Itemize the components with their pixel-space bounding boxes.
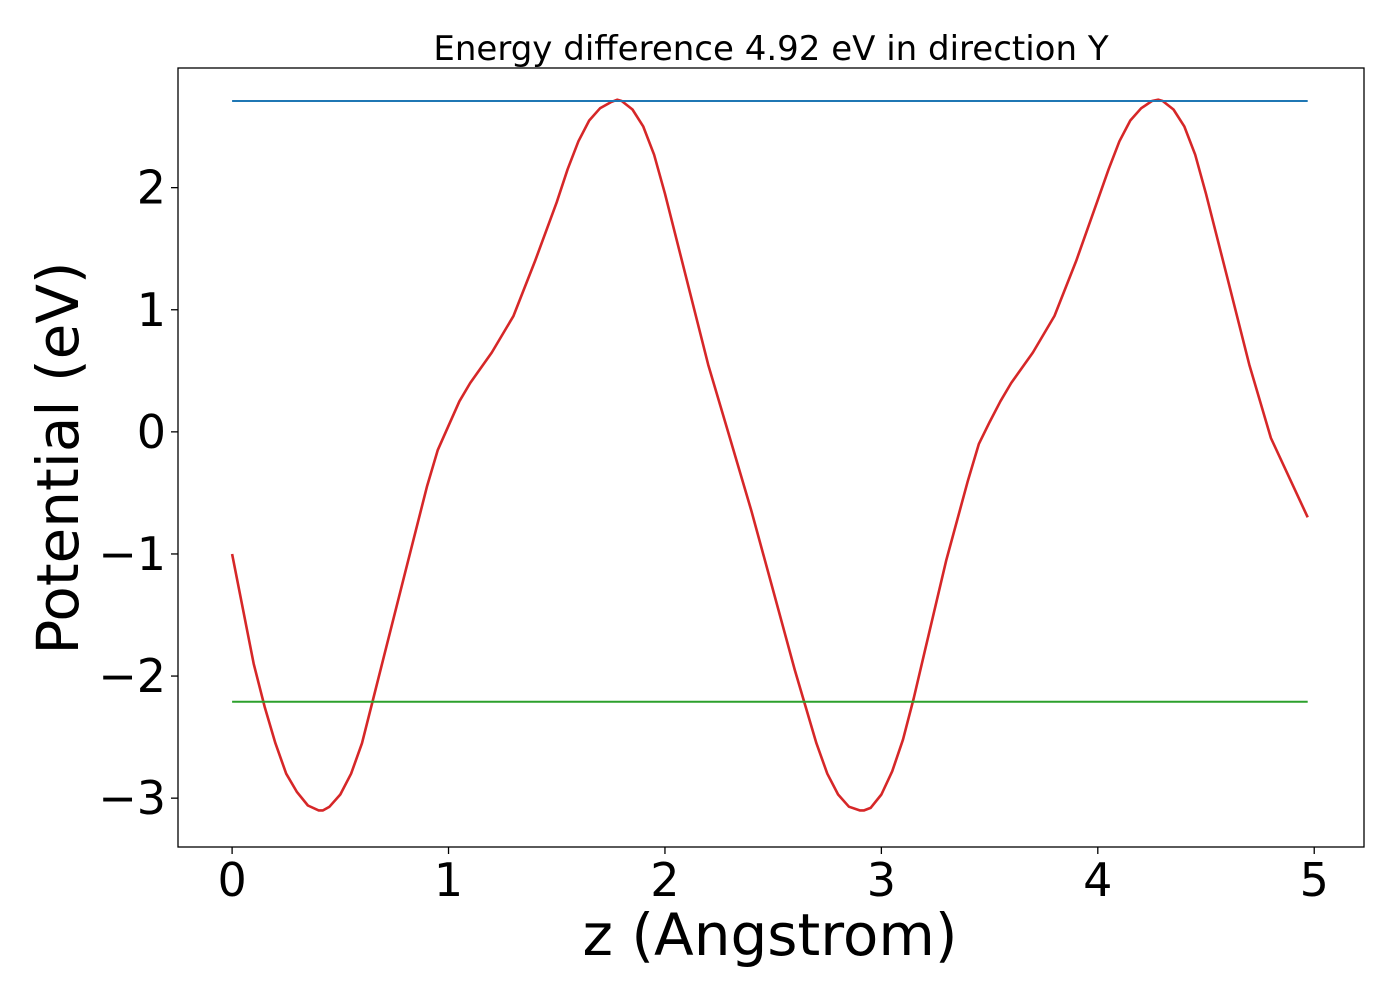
y-tick-label: −1 — [98, 527, 166, 581]
y-axis-label: Potential (eV) — [24, 261, 92, 654]
x-tick-label: 4 — [1083, 853, 1112, 907]
y-tick-label: 2 — [137, 161, 166, 215]
series-line-0 — [230, 98, 1309, 812]
chart-title: Energy difference 4.92 eV in direction Y — [433, 29, 1108, 69]
x-tick-label: 1 — [434, 853, 463, 907]
series-layer — [230, 98, 1309, 812]
plot-frame — [177, 67, 1365, 848]
y-tick-label: 0 — [137, 405, 166, 459]
x-axis: 0 1 2 3 4 5 — [217, 847, 1329, 907]
y-tick-label: −2 — [98, 649, 166, 703]
x-axis-label: z (Angstrom) — [583, 901, 958, 969]
y-tick-label: 1 — [137, 283, 166, 337]
y-tick-label: −3 — [98, 771, 166, 825]
x-tick-label: 3 — [867, 853, 896, 907]
y-axis: −3 −2 −1 0 1 2 — [98, 161, 178, 825]
x-tick-label: 5 — [1300, 853, 1329, 907]
x-tick-label: 2 — [650, 853, 679, 907]
x-tick-label: 0 — [217, 853, 246, 907]
